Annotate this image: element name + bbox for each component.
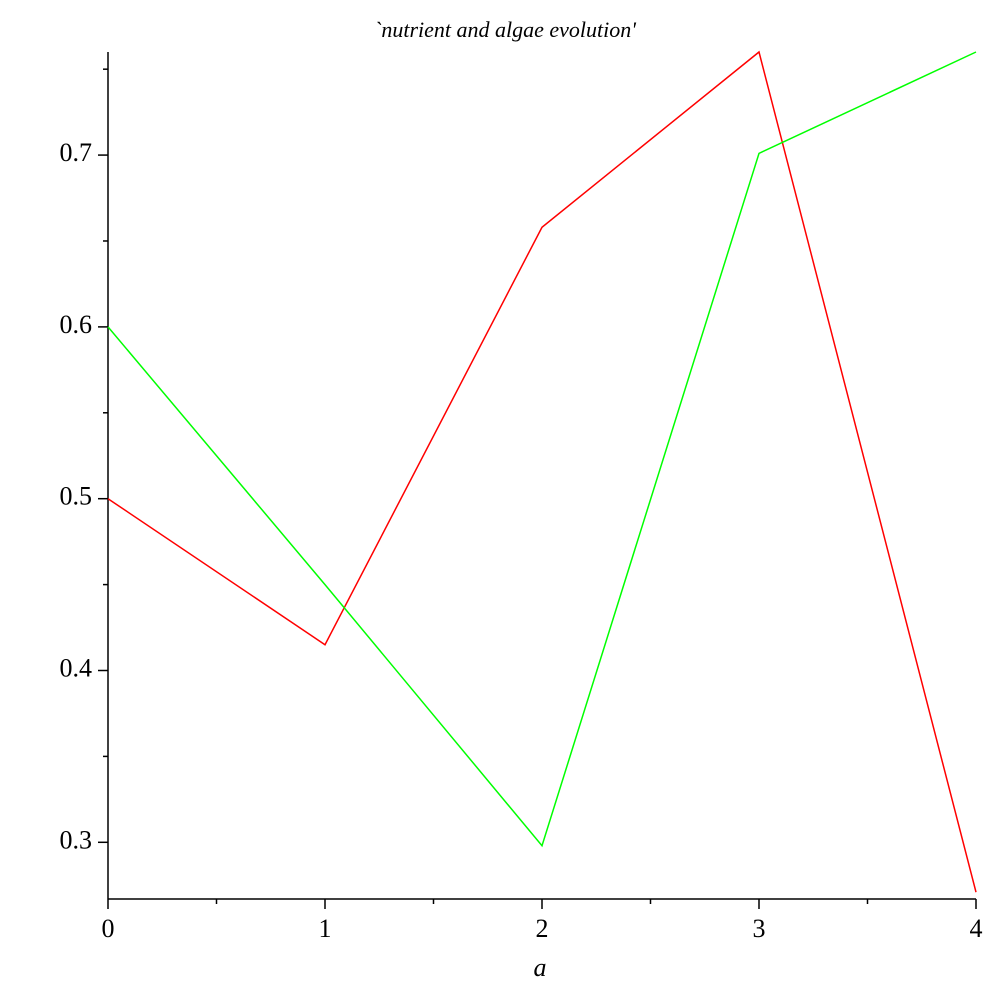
line-series [107, 51, 977, 848]
y-tick-label: 0.3 [60, 825, 93, 854]
x-tick-label: 0 [102, 914, 115, 943]
y-tick-label: 0.6 [60, 310, 93, 339]
chart-title: `nutrient and algae evolution' [374, 17, 636, 42]
x-axis-label: a [534, 953, 547, 982]
y-tick-label: 0.4 [60, 653, 93, 682]
x-tick-label: 1 [319, 914, 332, 943]
x-tick-label: 2 [536, 914, 549, 943]
y-tick-label: 0.7 [60, 138, 93, 167]
x-tick-label: 3 [753, 914, 766, 943]
line-series [107, 50, 977, 893]
y-tick-label: 0.5 [60, 482, 93, 511]
x-tick-label: 4 [970, 914, 983, 943]
